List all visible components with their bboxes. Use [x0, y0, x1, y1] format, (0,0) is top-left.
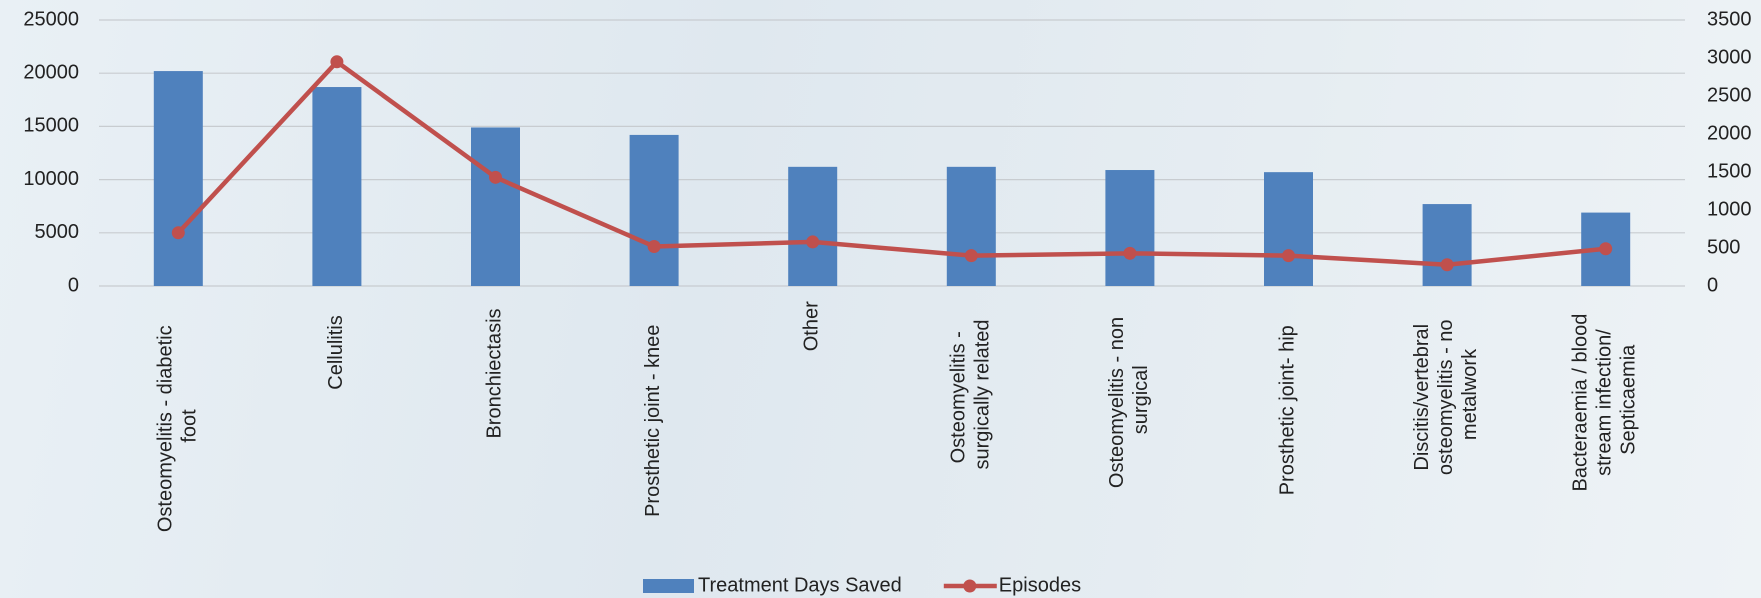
bar [1422, 204, 1472, 286]
legend-swatch [963, 579, 977, 593]
point [489, 170, 502, 184]
x-tick-label: Bacteraemia / blood stream infection/ Se… [1570, 308, 1640, 491]
bar [946, 166, 996, 286]
point [171, 226, 185, 240]
x-tick-label: Prosthetic joint - knee [642, 325, 664, 517]
point [806, 235, 820, 249]
y2-tick-label: 3000 [1707, 46, 1752, 68]
y2-tick-label: 500 [1707, 236, 1740, 258]
point [964, 249, 978, 263]
x-tick-label: Prosthetic joint- hip [1277, 325, 1299, 495]
point [1440, 258, 1454, 272]
point [1599, 242, 1613, 256]
y2-tick-label: 1000 [1707, 198, 1752, 220]
point [647, 239, 661, 253]
bar [629, 134, 679, 286]
y2-tick-label: 1500 [1707, 160, 1752, 182]
y-tick-label: 0 [68, 274, 79, 296]
bar [788, 166, 838, 286]
x-tick-label: Bronchiectasis [484, 308, 506, 438]
y2-tick-label: 2500 [1707, 84, 1752, 106]
point [1282, 249, 1295, 263]
bar [153, 71, 203, 287]
x-tick-label: Osteomyelitis - diabetic foot [155, 320, 201, 532]
legend-swatch [643, 579, 694, 593]
y2-tick-label: 3500 [1707, 8, 1752, 30]
bar [1264, 172, 1313, 286]
x-tick-label: Osteomyelitis - non surgical [1106, 311, 1152, 488]
legend-label: Episodes [999, 574, 1081, 596]
y2-tick-label: 2000 [1707, 122, 1752, 144]
bar [471, 127, 520, 287]
x-tick-label: Cellulitis [325, 315, 347, 389]
legend-label: Treatment Days Saved [698, 574, 902, 596]
y2-tick-label: 0 [1707, 274, 1718, 296]
bar [312, 87, 362, 286]
point [330, 55, 344, 69]
x-tick-label: Other [801, 301, 823, 351]
y-tick-label: 15000 [23, 115, 79, 137]
y-tick-label: 25000 [23, 8, 79, 30]
point [1123, 246, 1137, 260]
y-tick-label: 5000 [35, 221, 80, 243]
bar [1105, 170, 1155, 286]
line [176, 59, 1606, 267]
x-tick-label: Osteomyelitis - surgically related [948, 319, 994, 469]
y-tick-label: 20000 [23, 61, 79, 83]
y-tick-label: 10000 [23, 168, 79, 190]
x-tick-label: Discitis/vertebral osteomyelitis - no me… [1411, 314, 1481, 475]
